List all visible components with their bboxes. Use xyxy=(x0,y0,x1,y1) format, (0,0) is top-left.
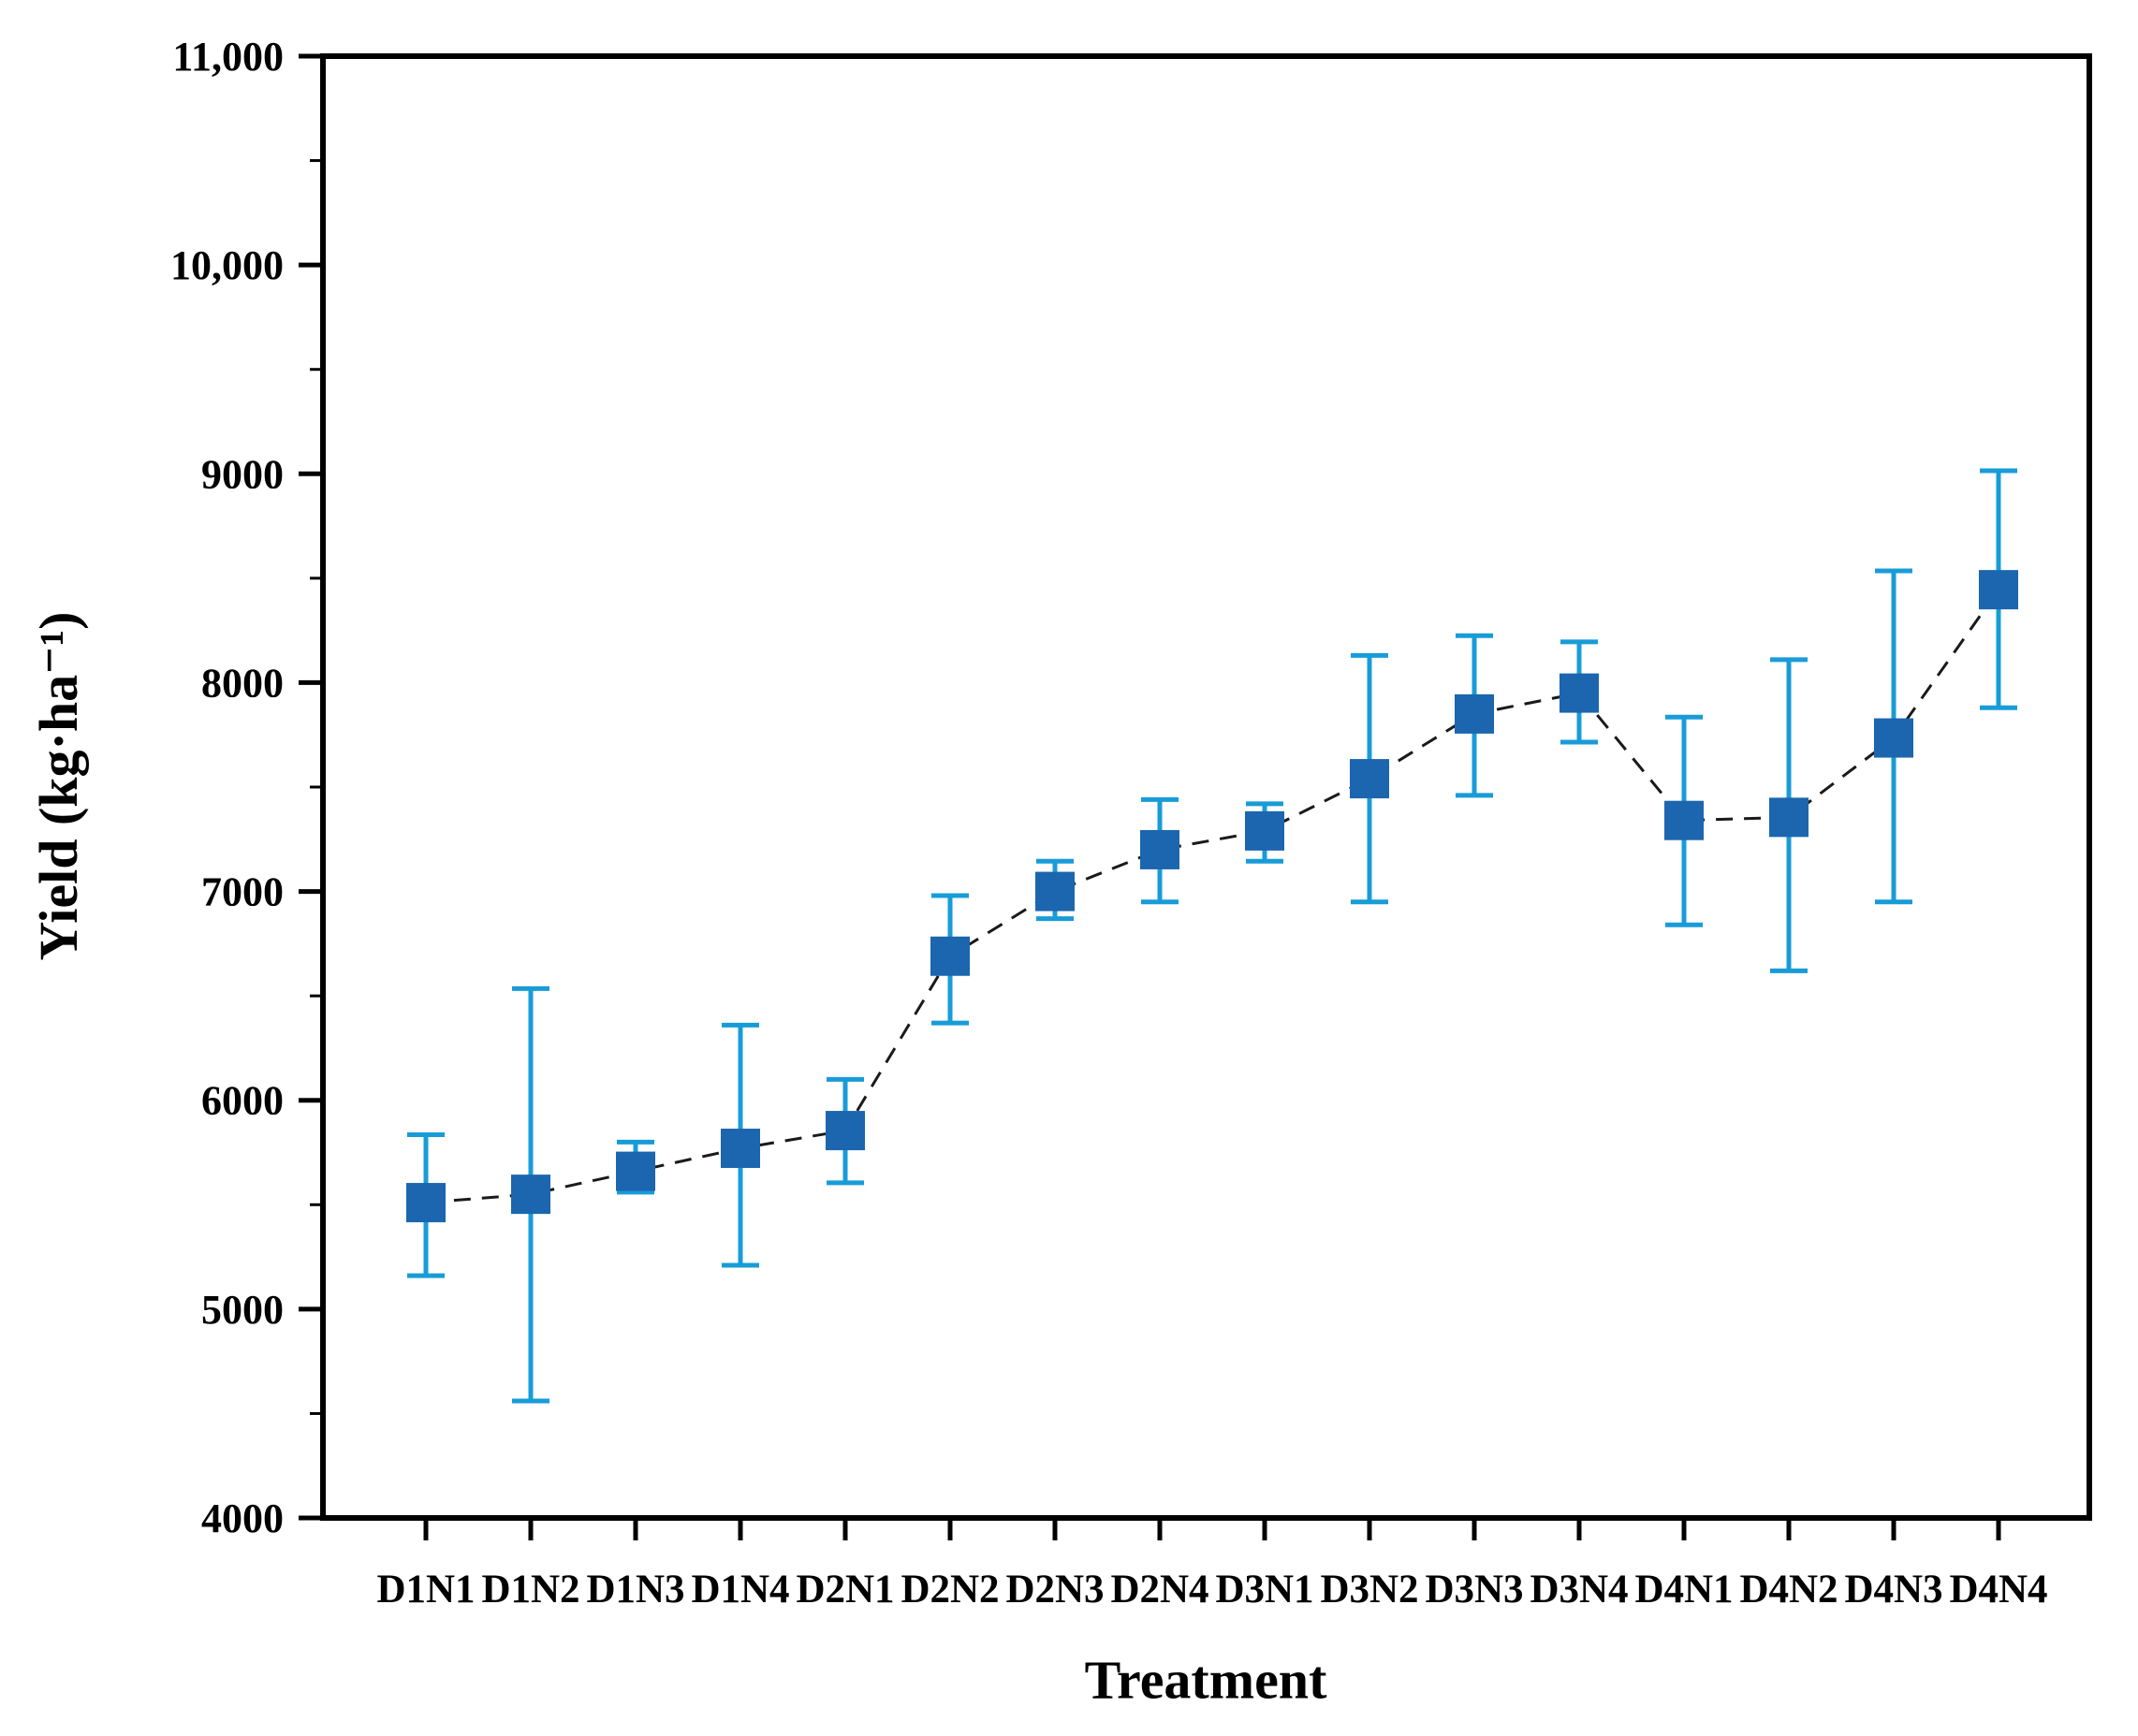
y-tick-label: 8000 xyxy=(201,660,284,706)
x-tick-label: D2N1 xyxy=(796,1568,894,1612)
y-tick-label: 7000 xyxy=(201,869,284,915)
data-point-marker xyxy=(1140,829,1179,869)
trend-line xyxy=(425,589,2000,1204)
data-point-marker xyxy=(1245,810,1284,851)
x-tick-label: D3N1 xyxy=(1215,1568,1313,1612)
data-point-marker xyxy=(930,936,970,976)
x-axis-title: Treatment xyxy=(1084,1649,1327,1711)
data-point-marker xyxy=(1035,871,1075,912)
x-tick-label: D1N4 xyxy=(691,1568,789,1612)
x-tick-label: D1N3 xyxy=(586,1568,684,1612)
x-tick-label: D2N2 xyxy=(901,1568,999,1612)
data-point-marker xyxy=(511,1174,550,1215)
data-point-marker xyxy=(826,1111,865,1151)
data-point-marker xyxy=(1455,693,1494,734)
y-tick-label: 6000 xyxy=(201,1078,284,1124)
x-tick-label: D3N2 xyxy=(1320,1568,1418,1612)
y-tick-label: 5000 xyxy=(201,1287,284,1333)
data-point-marker xyxy=(406,1183,446,1223)
x-tick-label: D1N1 xyxy=(376,1568,475,1612)
data-point-marker xyxy=(1350,759,1389,799)
data-point-marker xyxy=(616,1151,655,1191)
y-tick-label: 11,000 xyxy=(172,34,284,80)
x-tick-label: D4N4 xyxy=(1949,1568,2047,1612)
x-tick-label: D2N3 xyxy=(1005,1568,1104,1612)
x-tick-label: D4N2 xyxy=(1739,1568,1838,1612)
data-point-marker xyxy=(1874,718,1913,758)
y-axis-title: Yield (kg·ha⁻¹) xyxy=(28,611,89,961)
data-point-marker xyxy=(1979,570,2018,610)
y-tick-label: 9000 xyxy=(201,451,284,497)
data-point-marker xyxy=(1560,673,1599,713)
plot-frame xyxy=(320,53,2092,1521)
data-point-marker xyxy=(1664,800,1704,840)
x-tick-label: D3N4 xyxy=(1530,1568,1628,1612)
x-tick-label: D2N4 xyxy=(1110,1568,1208,1612)
x-tick-label: D3N3 xyxy=(1425,1568,1523,1612)
y-tick-label: 4000 xyxy=(201,1495,284,1541)
x-tick-label: D1N2 xyxy=(481,1568,579,1612)
data-point-marker xyxy=(721,1129,760,1169)
x-tick-label: D4N3 xyxy=(1844,1568,1942,1612)
x-tick-label: D4N1 xyxy=(1634,1568,1733,1612)
data-point-marker xyxy=(1769,797,1809,838)
y-tick-label: 10,000 xyxy=(170,242,284,288)
